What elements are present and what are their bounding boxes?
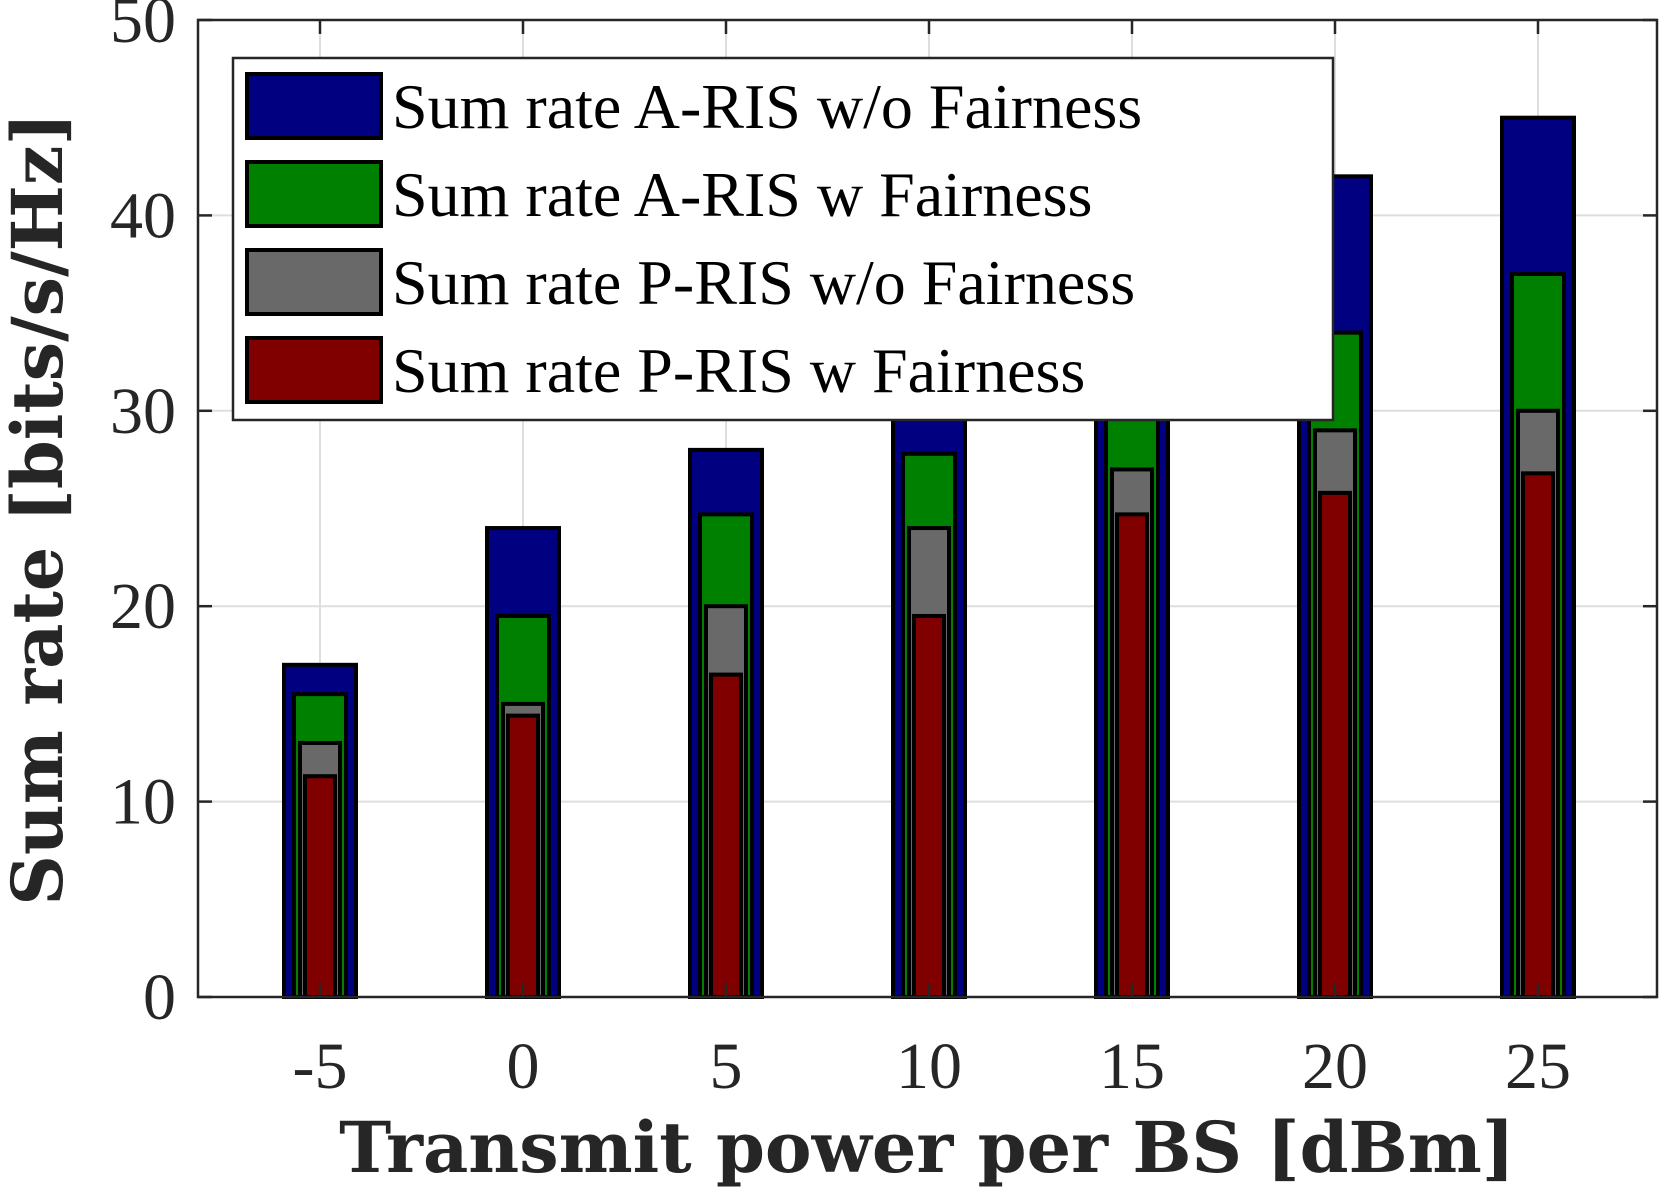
y-tick-label: 20 bbox=[110, 570, 176, 643]
x-tick-label: 25 bbox=[1505, 1030, 1571, 1103]
y-tick-label: 30 bbox=[110, 375, 176, 448]
legend-box bbox=[231, 56, 1335, 422]
bars bbox=[282, 115, 1576, 1000]
legend-swatch-3 bbox=[245, 248, 383, 316]
bar-4-0 bbox=[303, 774, 337, 999]
x-tick-label: 5 bbox=[710, 1030, 743, 1103]
x-tick-label: -5 bbox=[293, 1030, 348, 1103]
x-tick-label: 20 bbox=[1302, 1030, 1368, 1103]
bar-4-2 bbox=[709, 672, 743, 1000]
legend-swatch-4 bbox=[245, 336, 383, 404]
bar-4-3 bbox=[912, 613, 946, 999]
legend-swatch-1 bbox=[245, 72, 383, 140]
bar-4-1 bbox=[506, 713, 540, 1000]
y-tick-label: 40 bbox=[110, 179, 176, 252]
x-tick-label: 15 bbox=[1099, 1030, 1165, 1103]
legend: Sum rate A-RIS w/o Fairness Sum rate A-RI… bbox=[231, 56, 1335, 422]
x-tick-label: 10 bbox=[896, 1030, 962, 1103]
plot-frame bbox=[196, 18, 1659, 999]
y-axis-label: Sum rate [bits/s/Hz] bbox=[0, 112, 79, 905]
legend-swatch-2 bbox=[245, 160, 383, 228]
legend-label-1: Sum rate A-RIS w/o Fairness bbox=[392, 71, 1142, 142]
axes bbox=[196, 18, 1659, 999]
tick-labels: 0 10 20 30 40 50 -5 0 5 10 15 20 25 bbox=[110, 0, 1571, 1103]
legend-label-3: Sum rate P-RIS w/o Fairness bbox=[392, 247, 1135, 318]
bar-4-4 bbox=[1115, 512, 1149, 999]
legend-label-4: Sum rate P-RIS w Fairness bbox=[392, 335, 1085, 406]
y-tick-label: 0 bbox=[143, 961, 176, 1034]
legend-label-2: Sum rate A-RIS w Fairness bbox=[392, 159, 1092, 230]
x-tick-label: 0 bbox=[507, 1030, 540, 1103]
y-tick-label: 10 bbox=[110, 766, 176, 839]
x-axis-label: Transmit power per BS [dBm] bbox=[339, 1106, 1515, 1189]
y-tick-label: 50 bbox=[110, 0, 176, 57]
bar-4-6 bbox=[1521, 471, 1555, 999]
bar-4-5 bbox=[1318, 490, 1352, 999]
